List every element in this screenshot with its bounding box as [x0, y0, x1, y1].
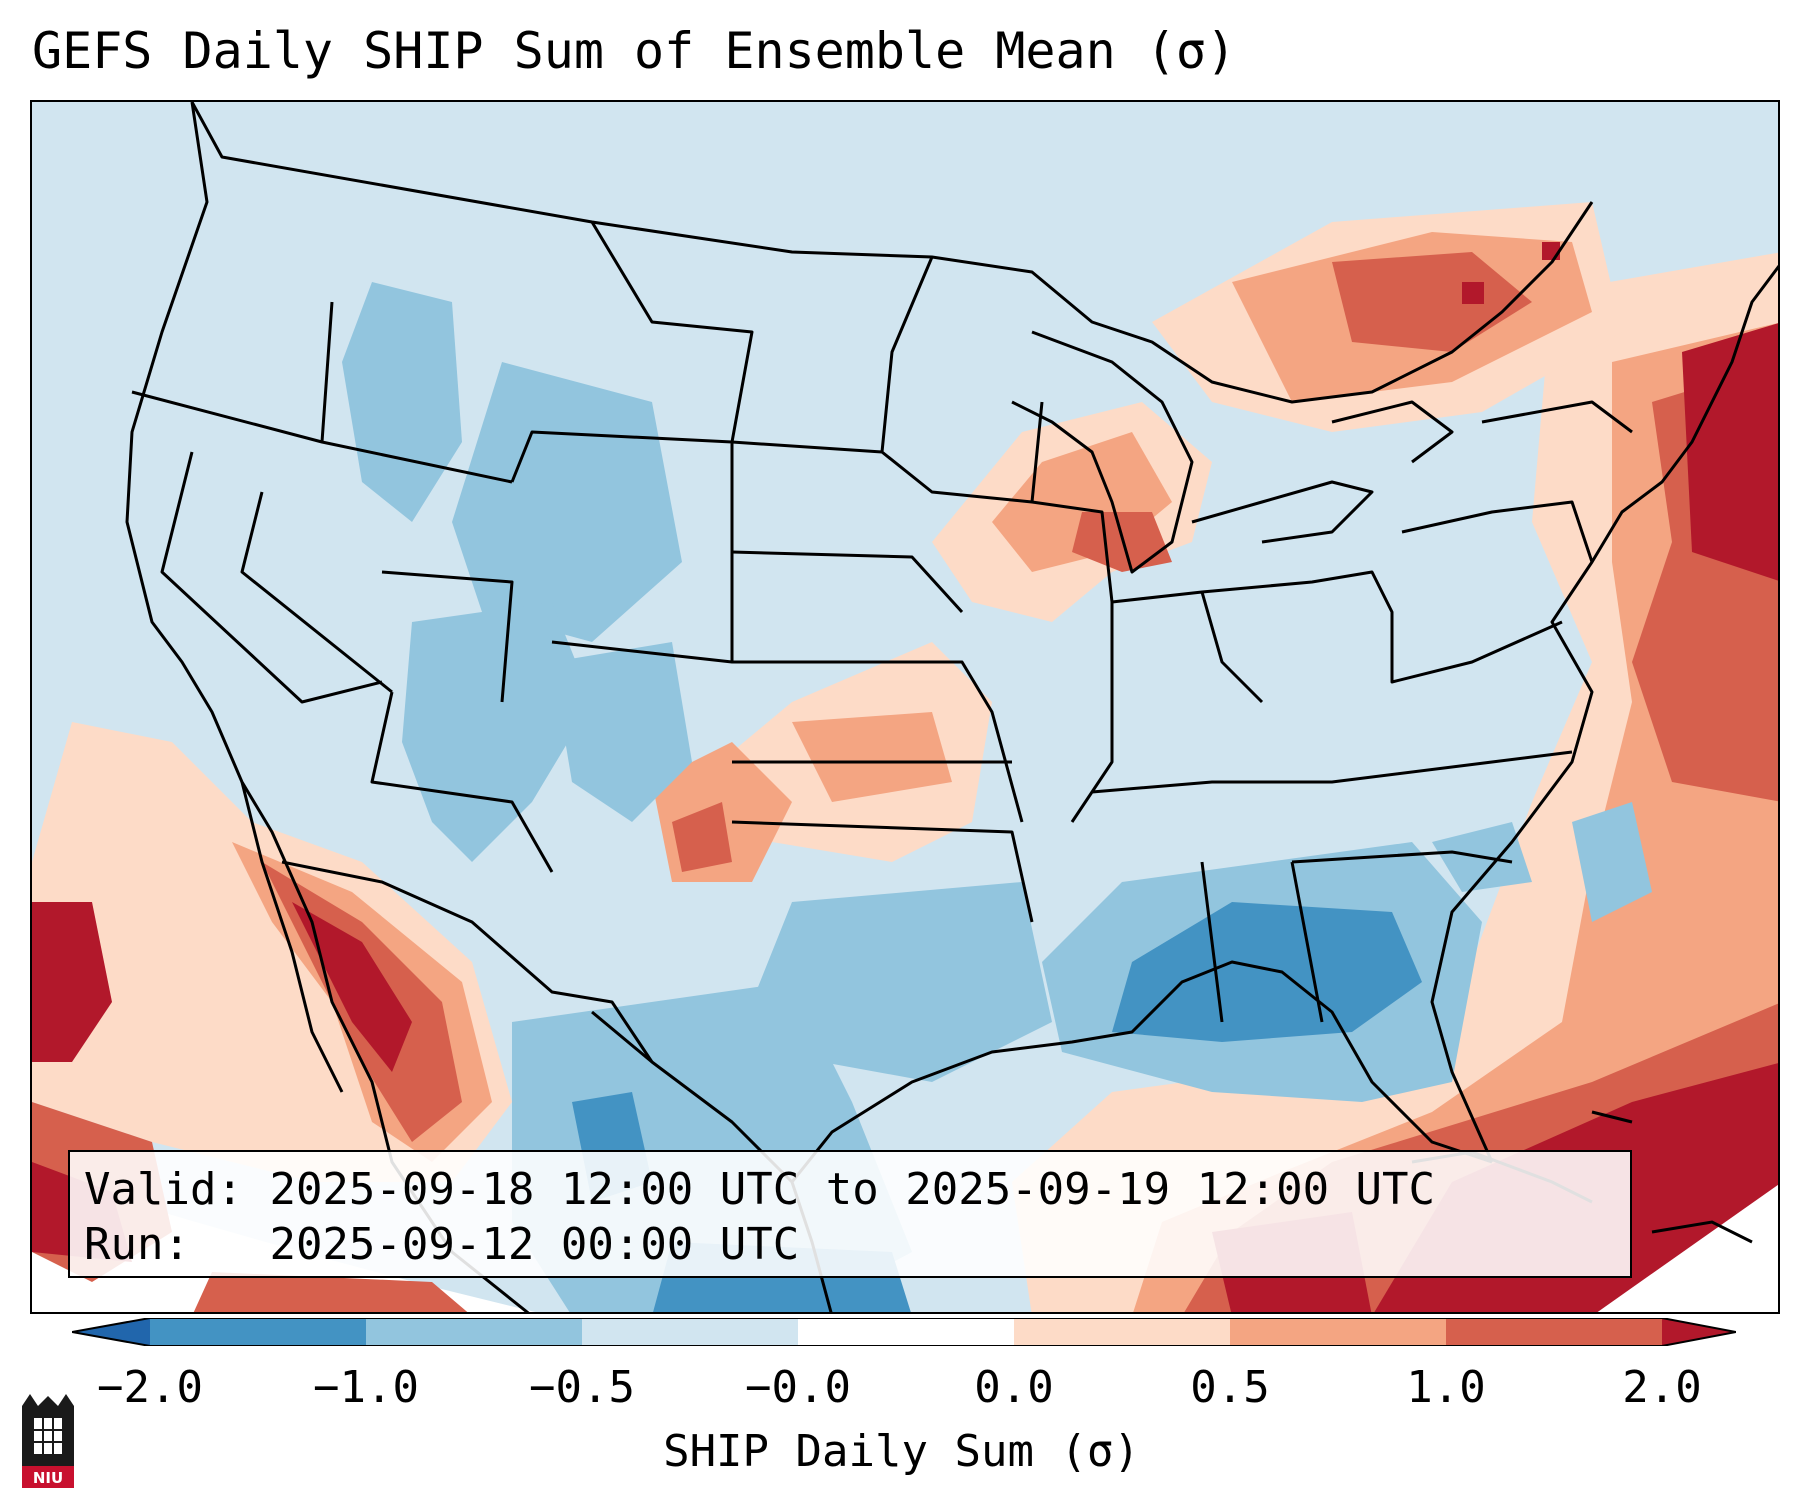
colorbar-over-arrow: [1662, 1318, 1736, 1346]
map-title: GEFS Daily SHIP Sum of Ensemble Mean (σ): [32, 22, 1237, 80]
map-canvas: [32, 102, 1778, 1312]
colorbar-label: SHIP Daily Sum (σ): [663, 1426, 1140, 1477]
colorbar-segment-1: [150, 1318, 366, 1346]
colorbar-under-arrow: [72, 1318, 150, 1346]
valid-line: Valid: 2025-09-18 12:00 UTC to 2025-09-1…: [84, 1162, 1616, 1217]
run-line: Run: 2025-09-12 00:00 UTC: [84, 1217, 1616, 1272]
colorbar-segment-6: [1230, 1318, 1446, 1346]
baja-coast: [240, 781, 344, 1093]
valid-run-info-box: Valid: 2025-09-18 12:00 UTC to 2025-09-1…: [68, 1150, 1632, 1278]
tick-label-7: 1.0: [1406, 1362, 1486, 1413]
canada-border: [190, 102, 1594, 404]
map-panel: [30, 100, 1780, 1314]
east-coast: [1430, 264, 1778, 1163]
colorbar-segment-2: [366, 1318, 582, 1346]
run-value: 2025-09-12 00:00 UTC: [269, 1219, 800, 1270]
mexico-border: [281, 860, 654, 1063]
tick-label-1: −2.0: [97, 1362, 203, 1413]
tick-label-8: 2.0: [1622, 1362, 1702, 1413]
colorbar-segment-4: [798, 1318, 1014, 1346]
valid-value: 2025-09-18 12:00 UTC to 2025-09-19 12:00…: [269, 1164, 1436, 1215]
west-coast: [125, 102, 530, 1312]
colorbar-tick-labels: −2.0 −1.0 −0.5 −0.0 0.0 0.5 1.0 2.0: [0, 1362, 1803, 1422]
valid-label: Valid:: [84, 1164, 243, 1215]
tick-label-2: −1.0: [313, 1362, 419, 1413]
domain-edge-right: [1347, 1144, 1778, 1312]
great-lakes: [1011, 330, 1454, 574]
tick-label-4: −0.0: [745, 1362, 851, 1413]
tick-label-6: 0.5: [1190, 1362, 1270, 1413]
state-lines-west: [131, 301, 734, 873]
colorbar-segment-3: [582, 1318, 798, 1346]
niu-logo-icon: NIU: [22, 1394, 74, 1488]
state-lines-east: [1031, 400, 1633, 1023]
tick-label-3: −0.5: [529, 1362, 635, 1413]
colorbar: [72, 1318, 1736, 1346]
state-lines-central: [590, 221, 1044, 923]
positive-anomaly-field: [32, 202, 1778, 1312]
colorbar-segment-7: [1446, 1318, 1662, 1346]
tick-label-5: 0.0: [974, 1362, 1054, 1413]
run-label: Run:: [84, 1219, 190, 1270]
boundary-lines: [125, 102, 1778, 1312]
niu-logo-text: NIU: [33, 1469, 63, 1487]
colorbar-segment-5: [1014, 1318, 1230, 1346]
